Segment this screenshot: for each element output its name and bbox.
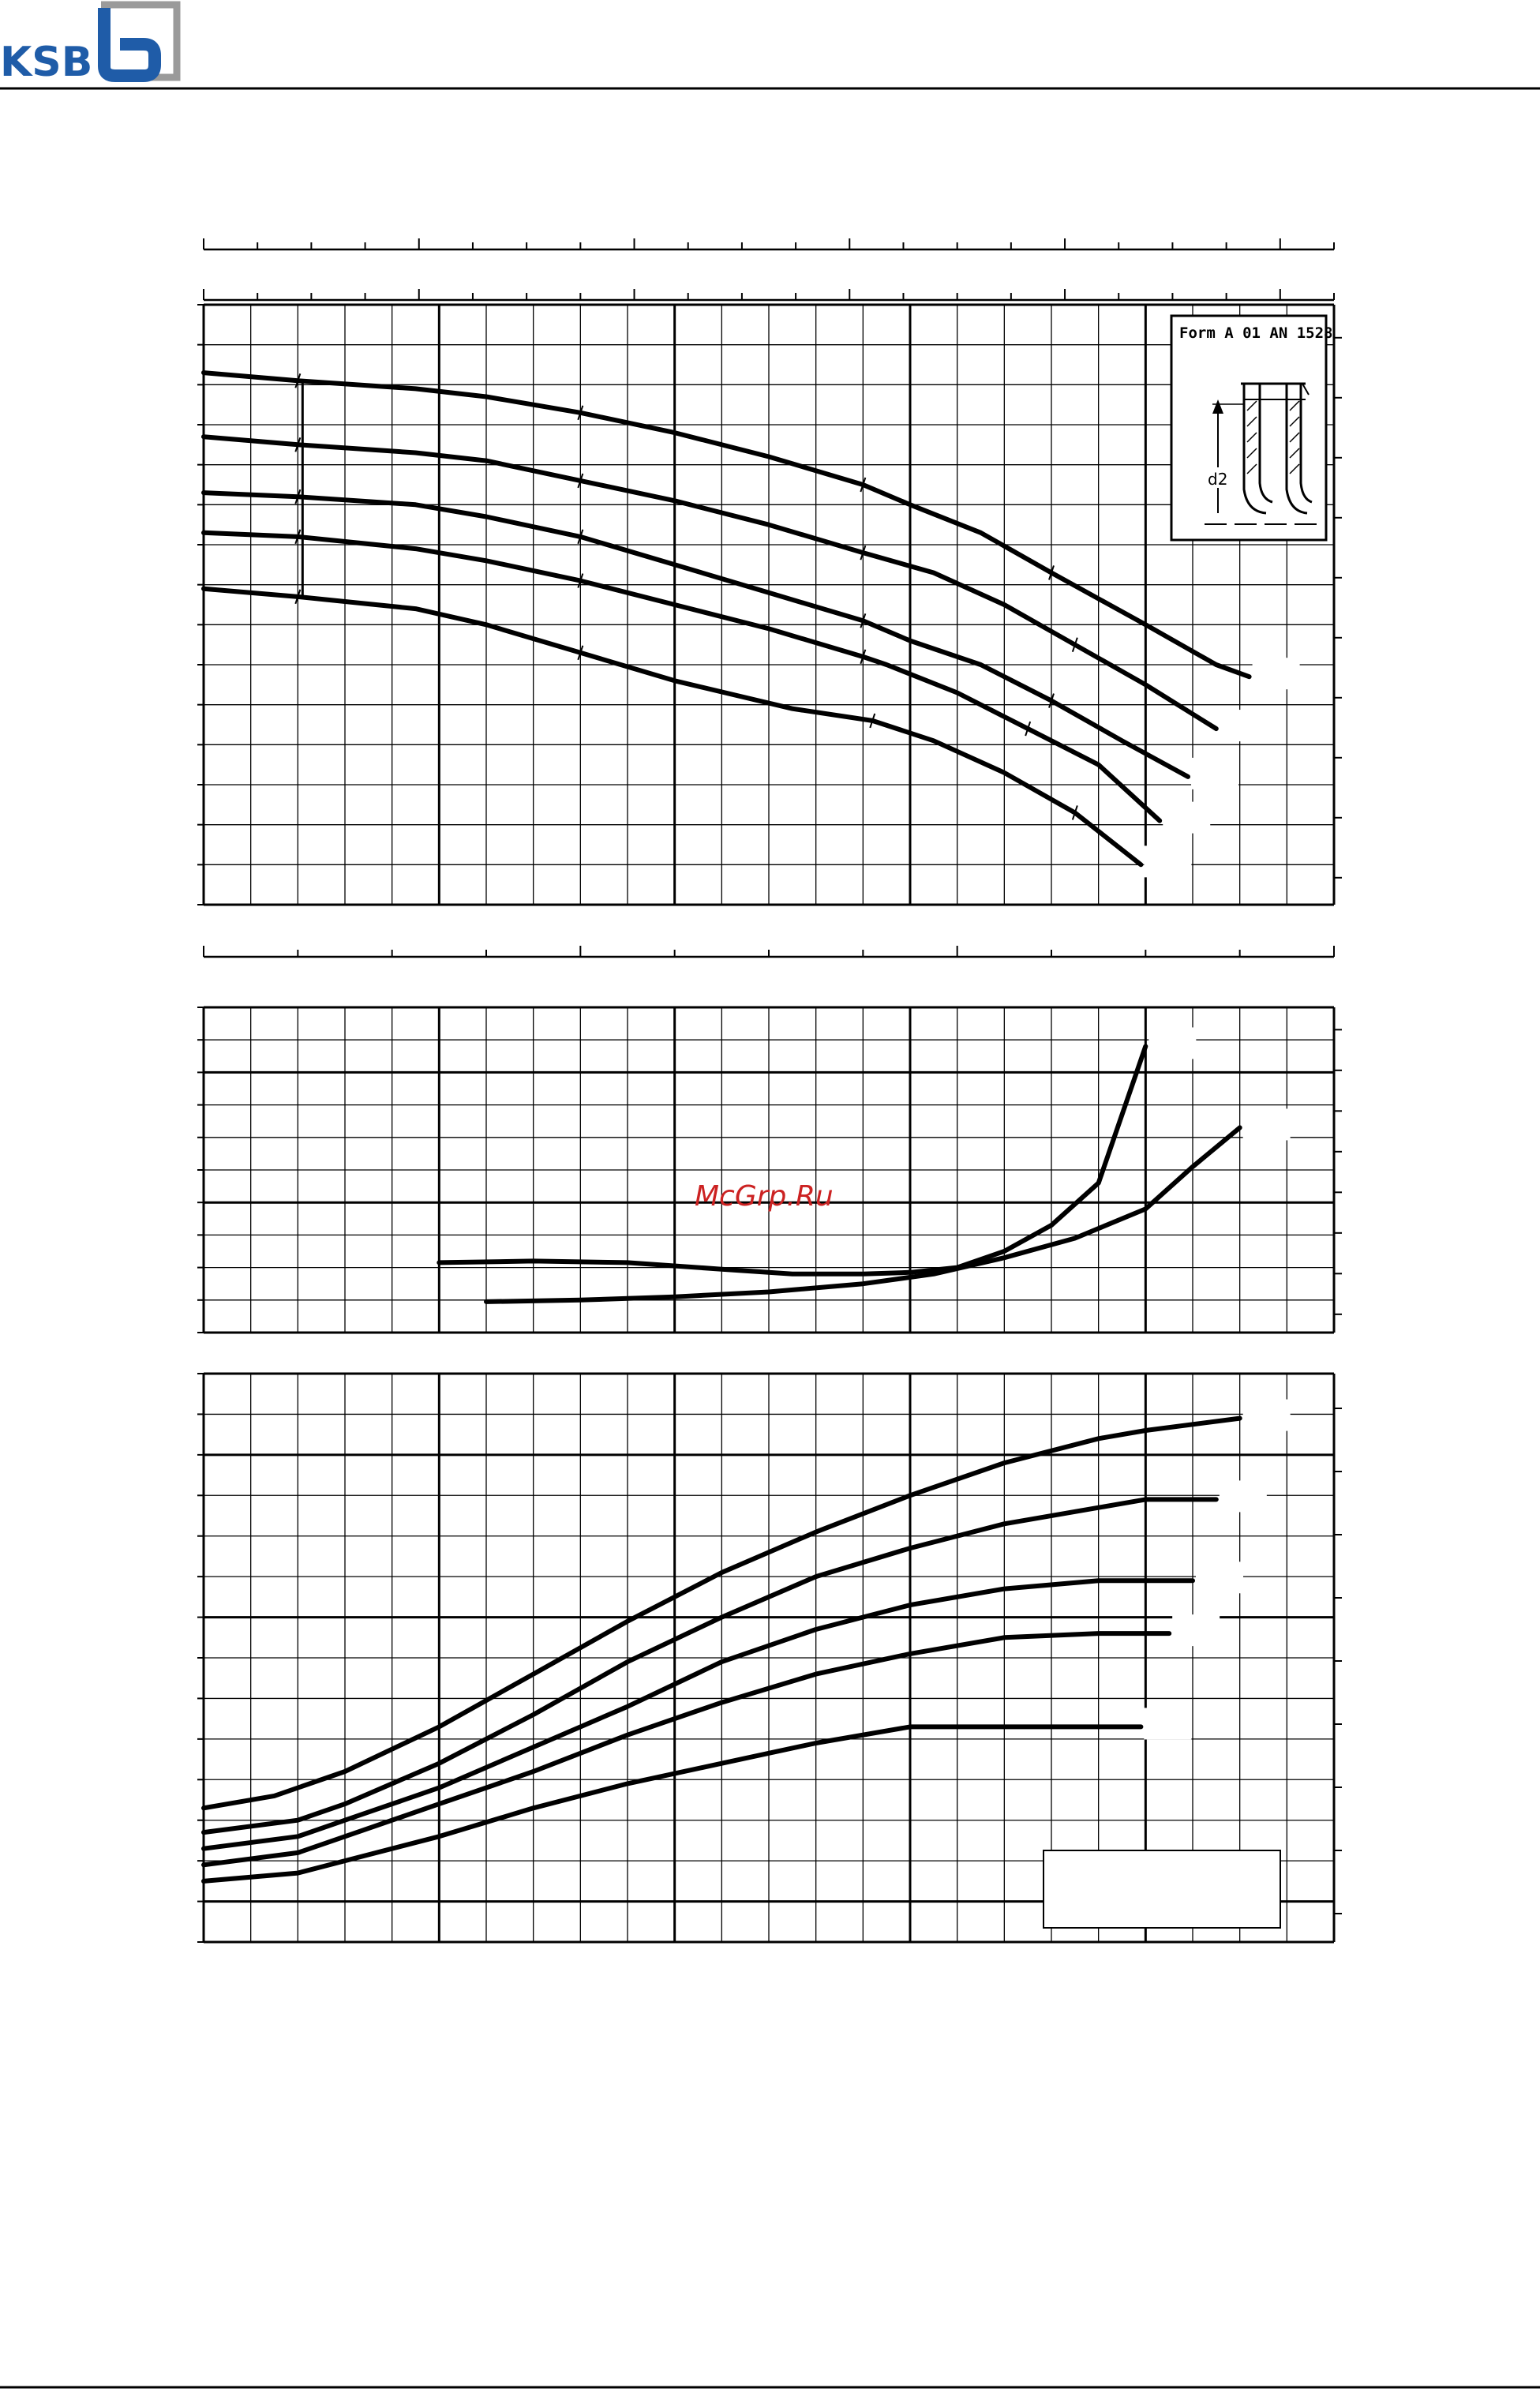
dimension-arrow-icon: [1212, 399, 1244, 513]
curve-tick-mark: [1048, 693, 1055, 708]
curve-tick-mark: [577, 573, 584, 588]
curve-series-3: [201, 1578, 1195, 1851]
curve-end-gap: [1148, 1027, 1197, 1059]
curve-tick-mark: [294, 589, 302, 605]
info-box: [1043, 1850, 1281, 1929]
curve-tick-mark: [294, 489, 302, 504]
logo-text: KSB: [0, 39, 92, 86]
curve-end-gap: [1252, 658, 1300, 690]
curve-tick-mark: [869, 713, 876, 729]
curve-series-2: [201, 1497, 1219, 1835]
curve-end-gap: [1163, 801, 1211, 834]
curve-tick-mark: [1048, 565, 1055, 580]
power-curve-panel: [197, 1372, 1342, 1944]
curve-tick-mark: [860, 477, 867, 493]
curve-end-gap: [1219, 710, 1267, 742]
curve-tick-mark: [294, 529, 302, 545]
impeller-inset: Form A 01 AN 1528 d2: [1170, 314, 1332, 542]
ksb-logo: KSB: [0, 1, 181, 86]
npsh-curve-panel: [197, 946, 1342, 1334]
head-curve-panel: [197, 238, 1342, 906]
curve-end-gap: [1144, 845, 1192, 878]
curve-tick-mark: [294, 437, 302, 452]
impeller-section-icon: [1205, 382, 1318, 525]
curve-series-5: [201, 586, 1144, 868]
curve-end-gap: [1191, 757, 1239, 789]
curve-series-5: [201, 1724, 1144, 1884]
curve-tick-mark: [577, 529, 584, 545]
curve-end-gap: [1242, 1399, 1291, 1431]
curve-tick-mark: [1025, 721, 1032, 737]
curve-tick-mark: [860, 613, 867, 628]
curve-end-gap: [1144, 1708, 1192, 1740]
curve-tick-mark: [577, 405, 584, 421]
curve-tick-mark: [1071, 637, 1078, 652]
curve-end-gap: [1172, 1614, 1220, 1647]
dimension-label: d2: [1208, 470, 1227, 489]
curve-tick-mark: [577, 473, 584, 489]
logo-mark-icon: [98, 1, 181, 82]
curve-tick-mark: [577, 645, 584, 661]
curve-tick-mark: [860, 545, 867, 561]
curve-series-1: [201, 370, 1252, 680]
curve-end-gap: [1219, 1480, 1267, 1513]
inset-title: Form A 01 AN 1528: [1179, 324, 1332, 342]
curve-tick-mark: [860, 649, 867, 665]
inset-frame: [1170, 314, 1328, 542]
curve-end-gap: [1196, 1562, 1243, 1594]
curve-series-2: [201, 434, 1219, 732]
watermark: McGrp.Ru: [695, 1180, 834, 1213]
curve-series-4: [201, 1631, 1172, 1868]
curve-series-2: [484, 1125, 1242, 1304]
curve-end-gap: [1242, 1108, 1291, 1141]
curve-series-1: [201, 1415, 1242, 1811]
curve-tick-mark: [294, 373, 302, 388]
curve-tick-mark: [1071, 805, 1078, 820]
curve-series-1: [437, 1044, 1148, 1277]
